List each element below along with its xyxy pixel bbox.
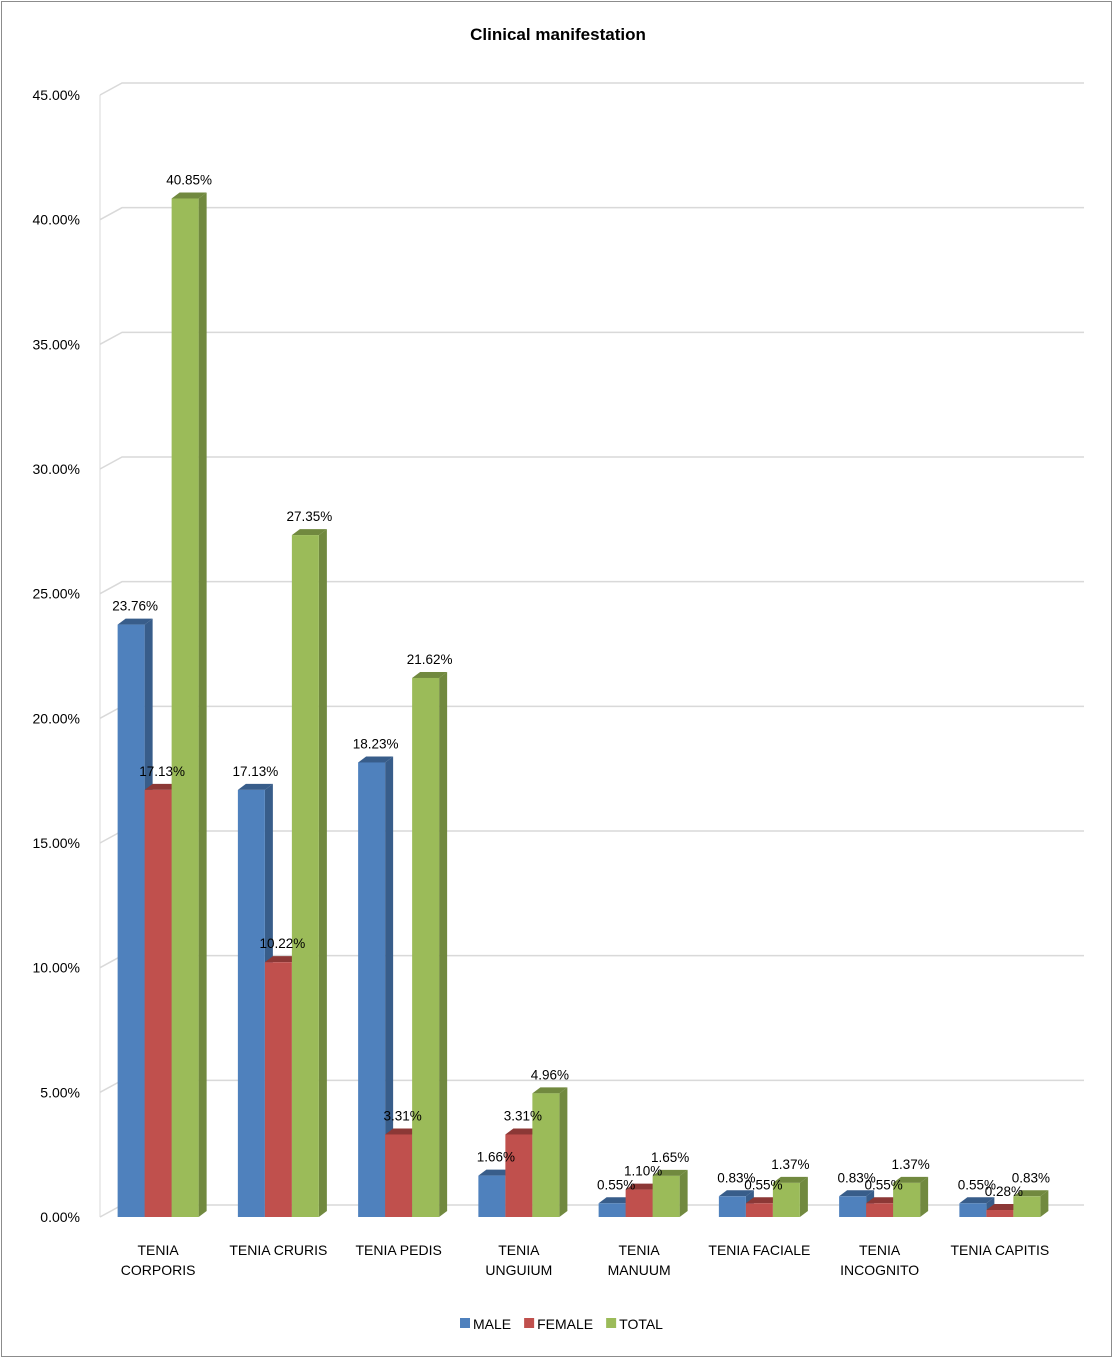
gridline xyxy=(99,206,1084,221)
bar-total xyxy=(893,1176,929,1217)
data-label: 1.10% xyxy=(624,1164,662,1179)
bar-total xyxy=(291,529,327,1217)
data-label: 21.62% xyxy=(407,652,453,667)
bar-total xyxy=(171,192,207,1217)
data-label: 10.22% xyxy=(259,936,305,951)
data-label: 3.31% xyxy=(504,1108,542,1123)
y-tick-label: 25.00% xyxy=(33,586,80,602)
data-label: 1.37% xyxy=(891,1157,929,1172)
bar-total xyxy=(772,1176,808,1217)
data-label: 17.13% xyxy=(139,764,185,779)
bar-total xyxy=(532,1087,568,1217)
gridline xyxy=(99,580,1084,595)
legend-item-male: MALE xyxy=(460,1316,511,1332)
data-label: 0.83% xyxy=(717,1170,755,1185)
data-label: 0.28% xyxy=(985,1184,1023,1199)
gridline xyxy=(99,456,1084,470)
x-category-label: TENIA CRURIS xyxy=(229,1242,327,1258)
x-category-label: TENIA CORPORIS xyxy=(121,1242,196,1278)
y-tick-label: 45.00% xyxy=(33,87,80,103)
data-label: 0.55% xyxy=(958,1177,996,1192)
svg-text:FEMALE: FEMALE xyxy=(537,1316,593,1332)
bar-total xyxy=(412,671,448,1217)
data-label: 4.96% xyxy=(531,1067,569,1082)
legend-item-total: TOTAL xyxy=(606,1316,663,1332)
data-label: 23.76% xyxy=(112,599,158,614)
y-tick-label: 0.00% xyxy=(40,1209,80,1225)
chart-title: Clinical manifestation xyxy=(470,25,646,44)
data-label: 0.55% xyxy=(744,1177,782,1192)
x-category-label: TENIA PEDIS xyxy=(355,1242,441,1258)
gridline xyxy=(99,331,1084,345)
y-tick-label: 10.00% xyxy=(33,960,80,976)
data-label: 18.23% xyxy=(353,736,399,751)
svg-text:MALE: MALE xyxy=(473,1316,511,1332)
data-label: 40.85% xyxy=(166,172,212,187)
x-category-label: TENIA INCOGNITO xyxy=(840,1242,919,1278)
data-label: 0.83% xyxy=(837,1170,875,1185)
data-label: 17.13% xyxy=(232,764,278,779)
y-tick-label: 15.00% xyxy=(33,835,80,851)
data-label: 1.65% xyxy=(651,1150,689,1165)
data-label: 0.55% xyxy=(597,1177,635,1192)
data-label: 0.83% xyxy=(1012,1170,1050,1185)
gridline xyxy=(99,705,1084,719)
y-tick-label: 20.00% xyxy=(33,710,80,726)
y-tick-label: 40.00% xyxy=(33,212,80,228)
bar-total xyxy=(652,1169,688,1217)
y-tick-label: 35.00% xyxy=(33,336,80,352)
data-label: 0.55% xyxy=(864,1177,902,1192)
bar-male xyxy=(358,756,394,1217)
y-tick-label: 5.00% xyxy=(40,1084,80,1100)
data-label: 1.37% xyxy=(771,1157,809,1172)
gridline xyxy=(99,82,1084,96)
x-category-label: TENIA FACIALE xyxy=(708,1242,810,1258)
data-label: 1.66% xyxy=(477,1150,515,1165)
x-category-label: TENIA UNGUIUM xyxy=(485,1242,552,1278)
bar-male xyxy=(237,783,273,1217)
x-category-label: TENIA MANUUM xyxy=(608,1242,671,1278)
bar-total xyxy=(1013,1190,1049,1217)
x-category-label: TENIA CAPITIS xyxy=(950,1242,1049,1258)
y-tick-label: 30.00% xyxy=(33,461,80,477)
data-label: 3.31% xyxy=(383,1108,421,1123)
svg-text:TOTAL: TOTAL xyxy=(619,1316,663,1332)
legend-item-female: FEMALE xyxy=(524,1316,593,1332)
data-label: 27.35% xyxy=(286,509,332,524)
